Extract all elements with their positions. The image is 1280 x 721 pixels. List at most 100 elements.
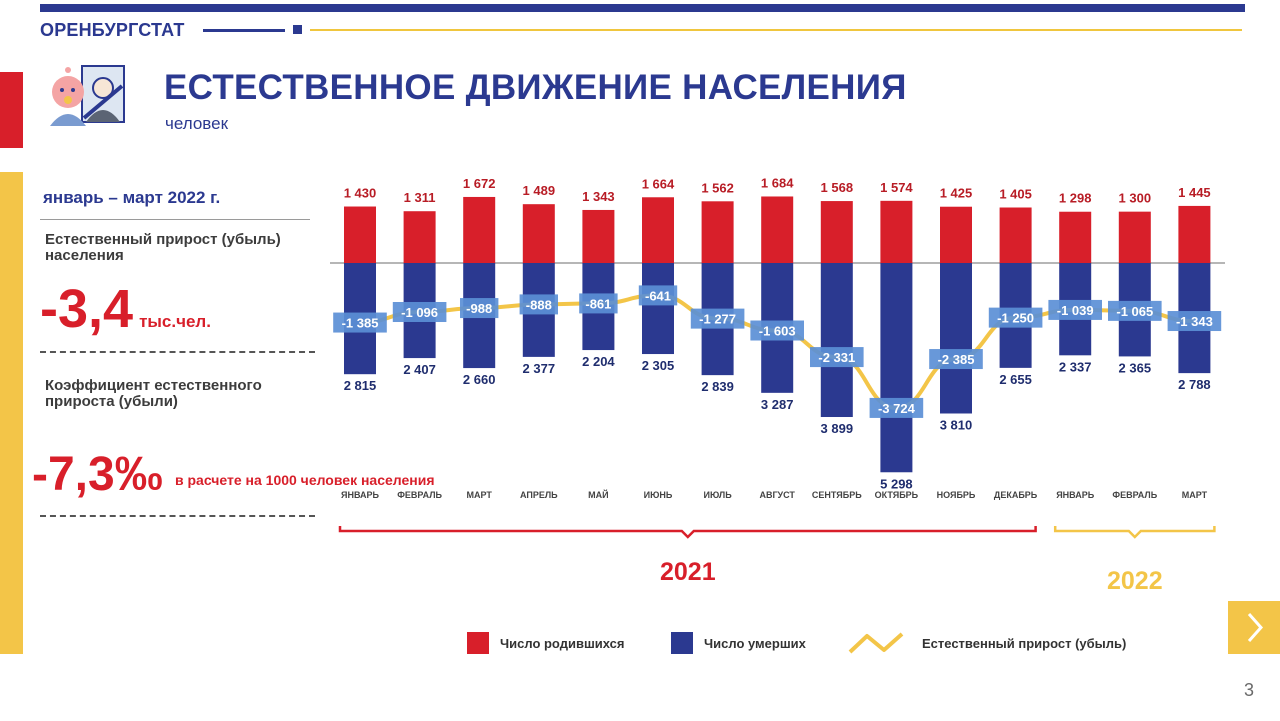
x-axis-tick-label: ФЕВРАЛЬ bbox=[397, 490, 442, 500]
deaths-data-label: 5 298 bbox=[880, 476, 913, 491]
x-axis-tick-label: ЯНВАРЬ bbox=[341, 490, 380, 500]
x-axis-tick-label: АПРЕЛЬ bbox=[520, 490, 558, 500]
growth-data-label: -1 039 bbox=[1057, 303, 1094, 318]
x-axis-tick-label: ИЮНЬ bbox=[644, 490, 673, 500]
x-axis-tick-label: ФЕВРАЛЬ bbox=[1112, 490, 1157, 500]
growth-data-label: -3 724 bbox=[878, 401, 916, 416]
births-bar bbox=[642, 197, 674, 263]
growth-data-label: -1 343 bbox=[1176, 314, 1213, 329]
growth-label-box bbox=[519, 294, 558, 315]
births-data-label: 1 568 bbox=[821, 180, 854, 195]
growth-label-box bbox=[750, 320, 804, 341]
births-data-label: 1 300 bbox=[1119, 191, 1152, 206]
growth-data-label: -1 603 bbox=[759, 324, 796, 339]
births-bar bbox=[344, 206, 376, 263]
legend-label-births: Число родившихся bbox=[500, 636, 625, 651]
growth-unit: тыс.чел. bbox=[139, 312, 211, 331]
growth-label-box bbox=[1048, 299, 1102, 320]
deaths-data-label: 2 655 bbox=[999, 372, 1032, 387]
growth-label-box bbox=[638, 285, 678, 306]
legend-swatch-births bbox=[467, 632, 489, 654]
births-data-label: 1 405 bbox=[999, 187, 1032, 202]
births-data-label: 1 343 bbox=[582, 189, 615, 204]
births-bar bbox=[701, 201, 734, 263]
top-bar bbox=[40, 4, 1245, 12]
legend-swatch-deaths bbox=[671, 632, 693, 654]
year-label: 2022 bbox=[1107, 567, 1163, 595]
brand-square bbox=[293, 25, 302, 34]
growth-data-label: -888 bbox=[526, 297, 552, 312]
summary-period: январь – март 2022 г. bbox=[43, 188, 221, 207]
legend-line-growth bbox=[848, 632, 904, 654]
births-data-label: 1 425 bbox=[940, 186, 973, 201]
births-bar bbox=[582, 209, 615, 263]
growth-label-box bbox=[333, 312, 387, 333]
next-slide-button[interactable] bbox=[1228, 601, 1280, 654]
x-axis-tick-label: МАЙ bbox=[588, 489, 608, 500]
growth-label-box bbox=[929, 349, 983, 370]
births-bar bbox=[820, 201, 853, 263]
births-bar bbox=[1118, 211, 1151, 263]
red-accent-tab bbox=[0, 72, 23, 148]
chevron-right-icon bbox=[1247, 613, 1264, 642]
growth-label-box bbox=[579, 293, 618, 314]
births-bar bbox=[940, 206, 972, 263]
growth-label: Естественный прирост (убыль) населения bbox=[45, 231, 281, 264]
summary-separator bbox=[40, 219, 310, 220]
brand-logo-text: ОРЕНБУРГСТАТ bbox=[40, 20, 185, 40]
growth-data-label: -861 bbox=[585, 296, 611, 311]
x-axis-tick-label: МАРТ bbox=[1182, 490, 1208, 500]
births-data-label: 1 430 bbox=[344, 186, 377, 201]
deaths-data-label: 3 899 bbox=[821, 421, 854, 436]
growth-data-label: -1 096 bbox=[401, 305, 438, 320]
growth-label-box bbox=[460, 298, 499, 319]
growth-label-box bbox=[1167, 311, 1222, 332]
legend-label-growth: Естественный прирост (убыль) bbox=[922, 636, 1126, 651]
births-data-label: 1 562 bbox=[701, 180, 734, 195]
growth-data-label: -1 065 bbox=[1116, 304, 1153, 319]
x-axis-tick-label: АВГУСТ bbox=[759, 490, 795, 500]
growth-data-label: -2 331 bbox=[818, 350, 855, 365]
x-axis-tick-label: МАРТ bbox=[467, 490, 493, 500]
deaths-data-label: 2 660 bbox=[463, 372, 496, 387]
growth-data-label: -641 bbox=[645, 288, 671, 303]
deaths-data-label: 2 788 bbox=[1178, 377, 1211, 392]
deaths-bar bbox=[642, 263, 674, 355]
coef-value: -7,3‰ bbox=[32, 448, 163, 501]
legend-label-deaths: Число умерших bbox=[704, 636, 807, 651]
growth-data-label: -1 277 bbox=[699, 312, 736, 327]
growth-label-box bbox=[1108, 300, 1162, 321]
births-data-label: 1 684 bbox=[761, 175, 794, 190]
growth-label-box bbox=[810, 347, 864, 368]
growth-data-label: -2 385 bbox=[938, 352, 975, 367]
births-data-label: 1 298 bbox=[1059, 191, 1092, 206]
growth-label-box bbox=[869, 397, 924, 418]
births-data-label: 1 664 bbox=[642, 176, 675, 191]
x-axis-tick-label: ДЕКАБРЬ bbox=[994, 490, 1038, 500]
deaths-data-label: 2 815 bbox=[344, 378, 377, 393]
dashed-separator bbox=[40, 515, 315, 517]
births-bar bbox=[1059, 211, 1092, 263]
year-label: 2021 bbox=[660, 558, 716, 586]
year-bracket bbox=[1053, 526, 1216, 539]
page-subtitle: человек bbox=[165, 114, 229, 133]
deaths-data-label: 2 204 bbox=[582, 354, 615, 369]
deaths-data-label: 2 365 bbox=[1119, 360, 1152, 375]
births-bar bbox=[880, 200, 913, 263]
deaths-data-label: 2 337 bbox=[1059, 359, 1092, 374]
growth-data-label: -1 385 bbox=[342, 316, 379, 331]
births-data-label: 1 574 bbox=[880, 180, 913, 195]
x-axis-tick-label: СЕНТЯБРЬ bbox=[812, 490, 862, 500]
growth-data-label: -1 250 bbox=[997, 311, 1034, 326]
births-bar bbox=[522, 204, 555, 263]
page-title: ЕСТЕСТВЕННОЕ ДВИЖЕНИЕ НАСЕЛЕНИЯ bbox=[164, 68, 907, 107]
deaths-data-label: 3 287 bbox=[761, 397, 794, 412]
growth-label-box bbox=[392, 302, 447, 323]
deaths-bar bbox=[880, 263, 913, 473]
deaths-data-label: 2 305 bbox=[642, 358, 675, 373]
births-bar bbox=[463, 196, 496, 263]
growth-value: -3,4 bbox=[40, 279, 134, 339]
year-bracket bbox=[338, 526, 1037, 539]
header-gold-line bbox=[310, 29, 1242, 31]
